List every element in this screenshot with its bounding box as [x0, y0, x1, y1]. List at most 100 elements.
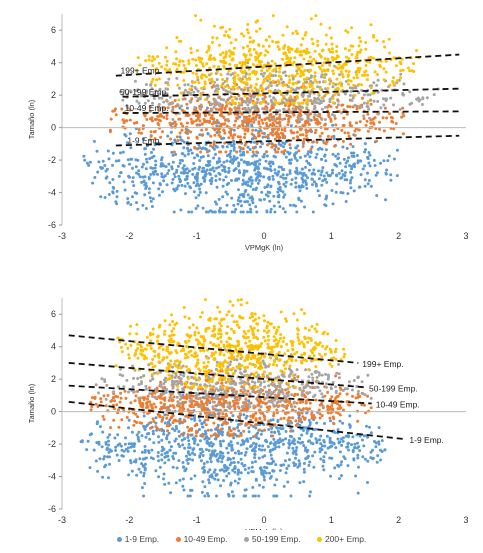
data-point	[265, 466, 269, 470]
data-point	[271, 162, 275, 166]
data-point	[324, 122, 327, 126]
data-point	[202, 169, 206, 173]
data-point	[344, 29, 348, 33]
data-point	[255, 375, 259, 379]
data-point	[192, 441, 196, 445]
data-point	[205, 399, 209, 403]
data-point	[221, 195, 225, 199]
data-point	[254, 118, 258, 121]
data-point	[144, 207, 148, 210]
data-point	[248, 114, 251, 118]
data-point	[217, 412, 221, 416]
x-tick-label: 0	[261, 231, 266, 241]
data-point	[207, 78, 211, 82]
data-point	[313, 386, 317, 390]
data-point	[246, 183, 250, 187]
data-point	[365, 104, 369, 108]
data-point	[227, 170, 230, 174]
data-point	[322, 460, 326, 464]
data-point	[324, 87, 328, 91]
data-point	[239, 153, 243, 157]
data-point	[154, 405, 158, 409]
data-point	[304, 31, 308, 34]
data-point	[221, 78, 225, 81]
data-point	[335, 49, 339, 53]
data-point	[345, 112, 349, 116]
data-point	[259, 72, 263, 76]
data-point	[221, 451, 225, 455]
data-point	[311, 379, 315, 383]
data-point	[244, 450, 248, 454]
data-point	[234, 348, 238, 352]
data-point	[408, 102, 412, 106]
data-point	[103, 196, 107, 199]
data-point	[220, 367, 223, 371]
data-point	[288, 115, 292, 119]
data-point	[311, 454, 315, 458]
data-point	[339, 176, 343, 180]
data-point	[195, 179, 199, 183]
data-point	[366, 129, 370, 133]
data-point	[250, 132, 254, 136]
data-point	[324, 159, 328, 163]
data-point	[164, 81, 168, 85]
data-point	[218, 104, 222, 108]
data-point	[121, 93, 125, 97]
data-point	[368, 164, 372, 168]
data-point	[219, 122, 223, 126]
data-point	[136, 415, 140, 419]
data-point	[264, 438, 268, 442]
data-point	[368, 153, 372, 157]
data-point	[182, 63, 186, 67]
data-point	[311, 42, 315, 46]
data-point	[141, 137, 145, 141]
data-point	[214, 107, 218, 111]
data-point	[270, 457, 274, 461]
data-point	[287, 45, 290, 49]
data-point	[147, 187, 151, 191]
data-point	[282, 399, 286, 403]
data-point	[218, 177, 222, 181]
data-point	[388, 51, 391, 55]
data-point	[290, 99, 294, 103]
data-point	[356, 441, 359, 445]
data-point	[297, 459, 301, 463]
data-point	[151, 429, 155, 433]
data-point	[301, 178, 305, 182]
data-point	[320, 444, 324, 448]
data-point	[177, 98, 181, 102]
data-point	[240, 103, 244, 107]
data-point	[257, 444, 261, 448]
data-point	[319, 54, 323, 58]
data-point	[289, 372, 293, 376]
data-point	[334, 123, 338, 127]
trendline-label: 50-199 Emp.	[120, 87, 169, 97]
data-point	[326, 134, 330, 138]
data-point	[251, 201, 255, 205]
data-point	[304, 121, 308, 125]
data-point	[343, 47, 347, 51]
data-point	[223, 464, 226, 468]
data-point	[222, 64, 226, 68]
data-point	[291, 107, 295, 111]
data-point	[140, 462, 144, 466]
data-point	[192, 399, 196, 403]
data-point	[258, 367, 262, 371]
y-tick-label: -4	[48, 188, 56, 198]
data-point	[124, 447, 128, 451]
data-point	[154, 387, 157, 391]
data-point	[230, 386, 234, 390]
data-point	[199, 349, 203, 353]
data-point	[312, 57, 316, 61]
data-point	[353, 165, 357, 169]
data-point	[338, 73, 342, 77]
data-point	[218, 451, 222, 454]
data-point	[185, 397, 189, 401]
data-point	[310, 63, 314, 67]
data-point	[107, 439, 110, 443]
data-point	[253, 449, 257, 453]
data-point	[140, 180, 144, 184]
data-point	[193, 376, 197, 380]
data-point	[230, 179, 233, 182]
data-point	[301, 415, 305, 419]
